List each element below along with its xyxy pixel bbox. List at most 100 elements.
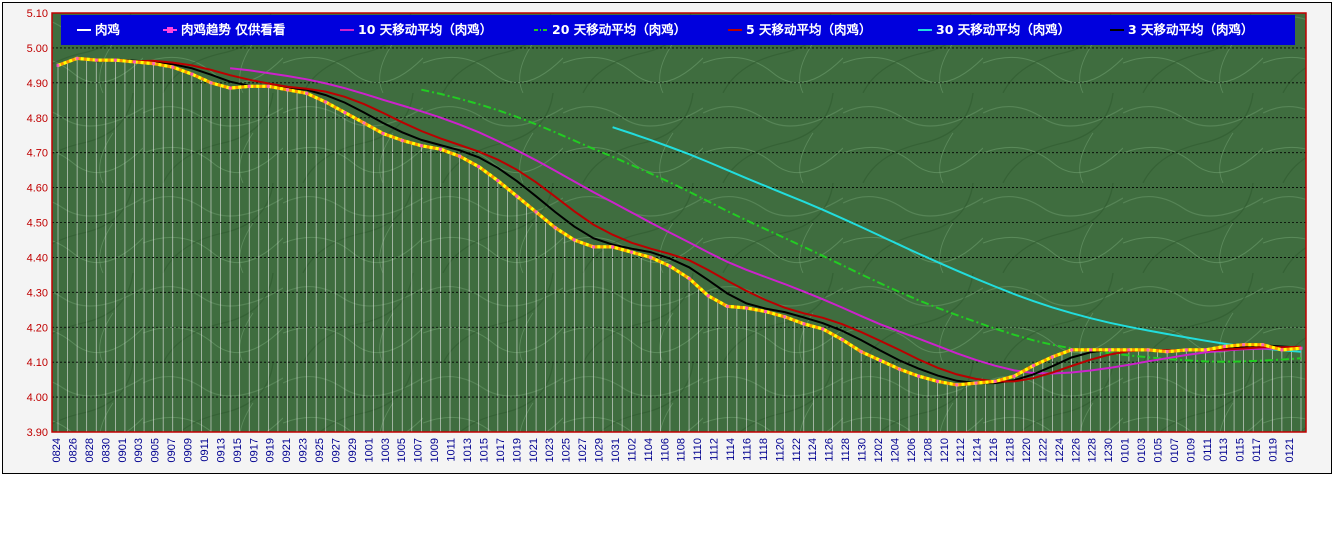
x-tick-label: 1102	[626, 438, 638, 462]
series-line-ma20	[421, 88, 1302, 363]
trend-marker	[1203, 348, 1207, 352]
x-tick-label: 0903	[133, 438, 145, 462]
x-tick-label: 1202	[873, 438, 885, 462]
trend-marker	[1223, 344, 1227, 348]
trend-marker	[1089, 348, 1093, 352]
x-tick-label: 1206	[906, 438, 918, 462]
trend-marker	[94, 58, 98, 62]
x-tick-label: 1011	[446, 438, 458, 462]
y-tick-label: 4.30	[27, 287, 48, 299]
x-tick-label: 0824	[51, 438, 63, 462]
x-tick-label: 1019	[511, 438, 523, 462]
series-line-ma5	[134, 59, 1302, 383]
trend-marker	[266, 84, 270, 88]
trend-marker	[1242, 343, 1246, 347]
x-tick-label: 1009	[429, 438, 441, 462]
x-tick-label: 1210	[939, 438, 951, 462]
trend-marker	[228, 86, 232, 90]
x-tick-label: 0121	[1284, 438, 1296, 462]
y-tick-label: 4.00	[27, 392, 48, 404]
trend-marker	[1261, 343, 1265, 347]
x-tick-label: 1204	[889, 438, 901, 462]
trend-marker	[324, 100, 328, 104]
chart-svg: 3.90 4.00 4.10 4.20 4.30 4.40 4.50 4.60 4.70 4.80…	[27, 8, 1307, 462]
legend-marker	[167, 27, 173, 33]
trend-marker	[458, 154, 462, 158]
trend-marker	[381, 131, 385, 135]
trend-marker	[744, 306, 748, 310]
trend-marker	[515, 194, 519, 198]
trend-marker	[1127, 348, 1131, 352]
x-tick-label: 0929	[347, 438, 359, 462]
x-tick-label: 1108	[676, 438, 688, 462]
x-tick-label: 1216	[988, 438, 1000, 462]
x-tick-label: 1031	[610, 438, 622, 462]
trend-marker	[496, 179, 500, 183]
trend-marker	[764, 310, 768, 314]
trend-marker	[1108, 348, 1112, 352]
trend-marker	[1280, 348, 1284, 352]
legend-item: 3 天移动平均（肉鸡）	[1110, 22, 1254, 37]
trend-marker	[630, 250, 634, 254]
x-tick-label: 1220	[1021, 438, 1033, 462]
legend-label: 肉鸡	[95, 22, 120, 37]
x-tick-label: 1017	[495, 438, 507, 462]
y-tick-label: 4.70	[27, 148, 48, 160]
trend-marker	[1031, 364, 1035, 368]
legend-item: 20 天移动平均（肉鸡）	[534, 22, 686, 37]
x-tick-label: 0117	[1251, 438, 1263, 462]
x-tick-label: 0901	[117, 438, 129, 462]
trend-marker	[783, 315, 787, 319]
trend-marker	[1070, 348, 1074, 352]
x-tick-label: 1029	[594, 438, 606, 462]
trend-marker	[190, 72, 194, 76]
x-axis-ticks: 0824 0826 0828 0830 0901 0903 0905 0907 0909 0911…	[51, 438, 1296, 462]
trend-marker	[534, 210, 538, 214]
trend-marker	[955, 383, 959, 387]
y-tick-label: 4.60	[27, 183, 48, 195]
x-tick-label: 1112	[709, 438, 721, 461]
x-tick-label: 0905	[150, 438, 162, 462]
trend-marker	[553, 226, 557, 230]
x-tick-label: 1208	[922, 438, 934, 462]
trend-marker	[974, 381, 978, 385]
x-tick-label: 1122	[791, 438, 803, 462]
legend-label: 5 天移动平均（肉鸡）	[746, 22, 872, 37]
trend-marker	[897, 367, 901, 371]
x-tick-label: 1126	[824, 438, 836, 462]
chart-frame: 3.90 4.00 4.10 4.20 4.30 4.40 4.50 4.60 4.70 4.80…	[2, 2, 1332, 474]
x-tick-label: 0109	[1185, 438, 1197, 462]
x-tick-label: 0101	[1120, 438, 1132, 462]
legend-label: 3 天移动平均（肉鸡）	[1128, 22, 1254, 37]
trend-marker	[400, 138, 404, 142]
trend-marker	[706, 294, 710, 298]
trend-marker	[859, 350, 863, 354]
y-tick-label: 4.80	[27, 113, 48, 125]
x-tick-label: 1226	[1070, 438, 1082, 462]
trend-marker	[725, 304, 729, 308]
x-tick-label: 0103	[1136, 438, 1148, 462]
trend-marker	[1012, 374, 1016, 378]
trend-marker	[113, 58, 117, 62]
x-tick-label: 0830	[100, 438, 112, 462]
x-tick-label: 1130	[857, 438, 869, 462]
y-tick-label: 4.90	[27, 78, 48, 90]
trend-marker	[802, 322, 806, 326]
trend-marker	[1165, 350, 1169, 354]
trend-marker	[209, 81, 213, 85]
y-tick-label: 4.40	[27, 252, 48, 264]
y-tick-label: 5.10	[27, 8, 48, 20]
trend-marker	[917, 374, 921, 378]
trend-marker	[1299, 346, 1303, 350]
trend-marker	[362, 121, 366, 125]
trend-marker	[477, 165, 481, 169]
x-tick-label: 0915	[232, 438, 244, 462]
x-tick-label: 1003	[380, 438, 392, 462]
trend-marker	[305, 91, 309, 95]
x-tick-label: 1116	[741, 438, 753, 461]
trend-marker	[649, 255, 653, 259]
legend-label: 20 天移动平均（肉鸡）	[552, 22, 686, 37]
x-tick-label: 0111	[1202, 438, 1214, 461]
x-tick-label: 0923	[298, 438, 310, 462]
legend-item: 5 天移动平均（肉鸡）	[728, 22, 872, 37]
